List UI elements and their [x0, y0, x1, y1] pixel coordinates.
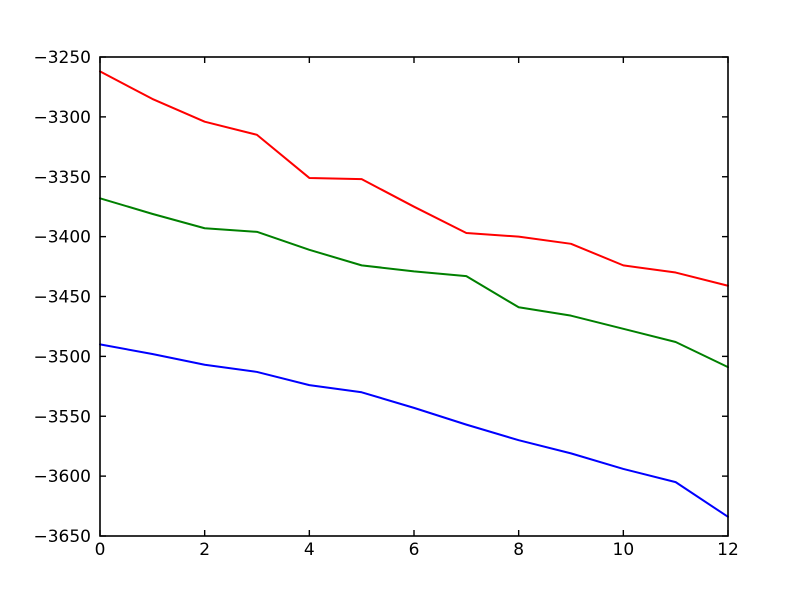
plot-area-border [99, 56, 729, 537]
x-tick-label: 4 [304, 540, 315, 560]
y-axis-tick-labels: −3250 −3300 −3350 −3400 −3450 −3500 −3550 −3600… [33, 48, 91, 547]
x-axis-tick-labels: 0 2 4 6 8 10 12 [95, 540, 739, 560]
series-line-green-series [99, 197, 729, 369]
y-tick-label: −3250 [33, 48, 91, 68]
x-tick-label: 10 [613, 540, 635, 560]
y-tick-label: −3650 [33, 527, 91, 547]
y-tick-label: −3550 [33, 407, 91, 427]
x-tick-label: 6 [409, 540, 420, 560]
y-tick-label: −3400 [33, 228, 91, 248]
y-tick-label: −3300 [33, 108, 91, 128]
series-line-blue-series [99, 343, 729, 518]
x-tick-label: 12 [717, 540, 739, 560]
y-tick-label: −3600 [33, 467, 91, 487]
y-tick-label: −3450 [33, 288, 91, 308]
data-series-group [99, 70, 729, 518]
x-tick-label: 8 [513, 540, 524, 560]
x-tick-label: 2 [199, 540, 210, 560]
x-tick-label: 0 [95, 540, 106, 560]
plot-area-background [100, 57, 728, 536]
y-tick-label: −3350 [33, 168, 91, 188]
series-line-red-series [99, 70, 729, 287]
y-tick-label: −3500 [33, 347, 91, 367]
